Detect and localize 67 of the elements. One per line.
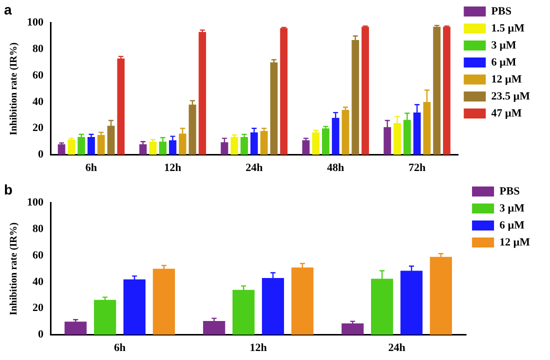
bar — [88, 136, 95, 155]
bar — [139, 144, 147, 155]
bar — [232, 290, 255, 335]
bar — [270, 62, 278, 155]
legend-label: 6 µM — [500, 219, 526, 232]
y-tick-label: 0 — [38, 328, 44, 341]
x-tick-label: 24h — [246, 162, 263, 174]
legend-label: 6 µM — [491, 56, 517, 68]
x-tick-label: 12h — [164, 162, 182, 174]
bar — [302, 140, 310, 155]
legend-label: 1.5 µM — [491, 22, 526, 34]
legend-label: PBS — [491, 5, 512, 18]
bar — [291, 267, 314, 335]
legend-label: 47 µM — [491, 107, 522, 120]
x-tick-label: 24h — [388, 342, 406, 354]
bar — [94, 300, 116, 335]
y-tick-label: 60 — [32, 249, 44, 262]
bar — [64, 322, 87, 335]
y-tick-label: 40 — [32, 276, 44, 288]
bar — [149, 142, 157, 155]
bar — [97, 135, 105, 155]
y-axis-title: Inhibition rate (IR%) — [8, 42, 20, 136]
y-tick-label: 100 — [27, 196, 44, 209]
bar — [198, 32, 206, 155]
bar — [362, 26, 369, 155]
y-axis-title: Inhibition rate (IR%) — [8, 222, 20, 316]
y-tick-label: 20 — [32, 122, 44, 134]
bar — [342, 110, 350, 155]
bar — [230, 136, 238, 155]
legend-label: 12 µM — [500, 236, 531, 248]
y-tick-label: 40 — [32, 96, 44, 108]
bar — [322, 128, 330, 155]
legend-label: 3 µM — [500, 202, 526, 214]
bar — [352, 40, 360, 155]
legend-label: 23.5 µM — [491, 90, 531, 102]
bar — [240, 136, 248, 155]
y-tick-label: 80 — [32, 43, 44, 56]
legend-label: 3 µM — [491, 39, 517, 52]
y-tick-label: 80 — [32, 223, 44, 236]
chart-title: b — [4, 181, 13, 198]
x-tick-label: 6h — [85, 162, 98, 174]
legend-label: 12 µM — [491, 73, 522, 86]
bar — [280, 28, 288, 155]
bar — [342, 323, 364, 335]
y-tick-label: 60 — [32, 69, 44, 82]
bar — [203, 320, 226, 335]
bar — [152, 268, 175, 335]
bar — [260, 131, 268, 155]
x-tick-label: 48h — [327, 162, 344, 174]
x-tick-label: 6h — [114, 342, 126, 354]
y-tick-label: 20 — [32, 302, 44, 314]
bar — [123, 279, 146, 335]
bar — [250, 132, 258, 155]
bar — [58, 144, 66, 155]
y-tick-label: 0 — [38, 148, 44, 161]
bar — [68, 140, 76, 155]
legend-label: PBS — [500, 185, 520, 198]
bar — [443, 26, 450, 155]
x-tick-label: 72h — [408, 162, 426, 174]
bar — [117, 58, 125, 155]
y-tick-label: 100 — [27, 16, 44, 29]
bar — [312, 132, 320, 155]
x-tick-label: 12h — [250, 342, 267, 354]
bar — [433, 26, 441, 155]
bar — [78, 136, 86, 155]
chart-title: a — [4, 1, 12, 18]
bar — [430, 256, 452, 335]
